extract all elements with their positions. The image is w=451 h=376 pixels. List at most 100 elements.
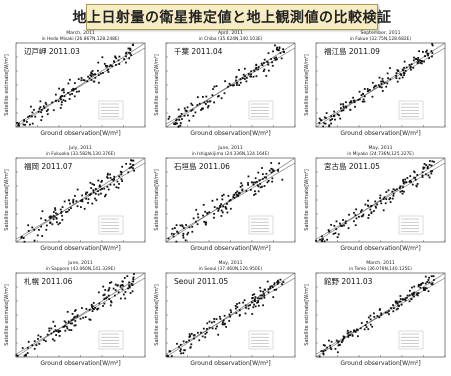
data-point [201,335,204,338]
data-point [59,208,62,211]
data-point [86,80,89,83]
data-point [48,216,51,219]
data-point [181,225,184,228]
data-point [58,87,60,90]
data-point [97,61,100,64]
data-point [406,177,409,179]
y-axis-label: Satellite estimate[W/m²] [304,284,310,346]
data-point [213,216,215,219]
data-point [412,293,415,296]
data-point [402,180,405,183]
data-point [185,110,188,113]
station-date-label: 石垣島 2011.06 [172,161,230,171]
data-point [252,181,255,184]
data-point [74,315,77,318]
station-label-text: 札幌 2011.06 [24,276,73,286]
data-point [67,91,70,94]
data-point [72,87,75,90]
data-point [57,331,60,333]
data-point [332,232,335,235]
data-point [67,321,70,324]
data-point [389,197,392,199]
data-point [267,291,270,294]
data-point [330,340,333,343]
data-point [106,176,109,178]
data-point [384,202,387,205]
data-point [277,168,279,171]
data-point [49,215,52,218]
x-axis-label: Ground observation[W/m²] [190,130,270,137]
data-point [432,279,435,281]
data-point [366,320,368,323]
data-point [64,324,66,327]
data-point [196,331,199,334]
data-point [261,64,264,67]
data-point [261,173,264,176]
data-point [329,119,332,122]
data-point [101,179,103,182]
data-point [46,113,49,116]
data-point [401,76,404,79]
data-point [270,171,273,174]
data-point [373,85,376,88]
scatter-panel-9: March, 2011 in Tomo (36.078N,140.125E) 館野 … [302,259,448,369]
data-point [189,335,192,337]
data-point [412,292,415,294]
data-point [408,300,411,303]
data-point [352,99,355,102]
data-point [227,85,230,88]
data-point [396,302,399,304]
scatter-panel-8: May, 2011 in Seoul (37.460N,126.950E) Seou… [152,259,298,369]
data-point [119,285,122,288]
data-point [113,175,116,178]
data-point [72,201,75,204]
data-point [376,315,379,317]
data-point [205,331,208,334]
data-point [176,342,178,345]
data-point [196,104,199,106]
data-point [20,236,23,239]
data-point [181,118,183,120]
data-point [226,211,229,214]
data-point [52,109,55,112]
data-point [121,288,124,291]
data-point [324,122,327,125]
data-point [369,323,372,326]
data-point [31,226,34,229]
data-point [430,275,433,278]
data-point [283,50,286,53]
data-point [405,181,408,184]
data-point [39,335,42,338]
data-point [242,73,245,76]
data-point [127,287,129,290]
data-point [411,292,413,295]
data-point [41,235,44,237]
data-point [192,334,195,337]
data-point [94,76,97,79]
data-point [282,281,285,284]
data-point [254,298,256,301]
data-point [392,192,395,195]
data-point [175,224,178,227]
data-point [373,210,375,212]
data-point [401,190,404,192]
data-point [61,94,63,97]
data-point [413,176,416,179]
data-point [401,68,404,71]
data-point [342,103,345,106]
data-point [49,221,52,224]
data-point [191,230,194,233]
data-point [118,183,120,185]
data-point [78,90,80,93]
data-point [375,84,377,87]
data-point [103,187,106,190]
data-point [39,106,42,108]
data-point [90,303,93,306]
data-point [263,176,266,179]
data-point [399,298,402,300]
data-point [191,225,194,228]
panel-station-label: in Miyako (24.736N,125.327E) [347,151,414,157]
data-point [339,222,341,225]
data-point [113,294,116,297]
